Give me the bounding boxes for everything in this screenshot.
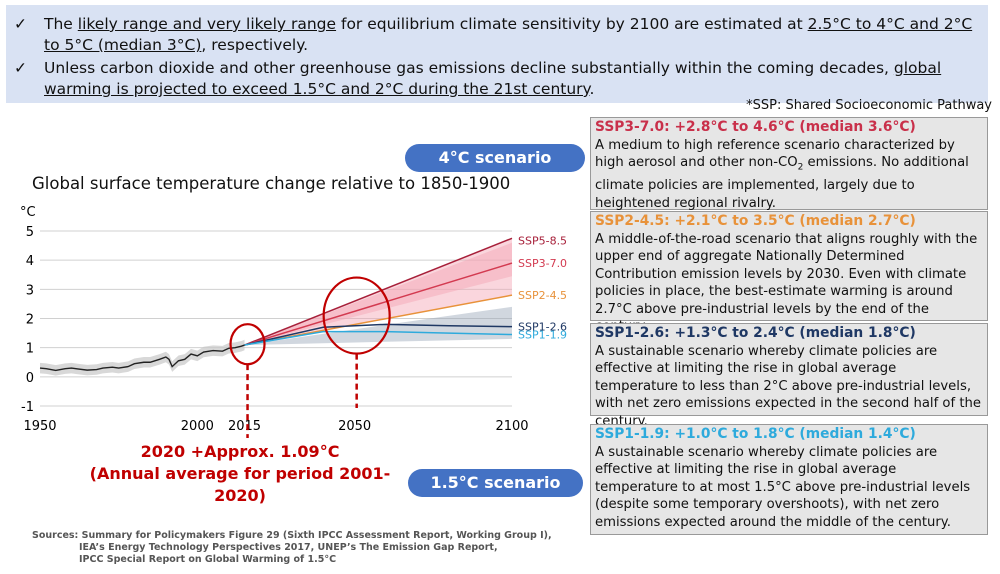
bullet-climate-sensitivity: ✓ The likely range and very likely range… (14, 14, 974, 56)
box-ssp3-7.0: SSP3-7.0: +2.8°C to 4.6°C (median 3.6°C)… (590, 117, 988, 211)
checkmark-icon: ✓ (14, 59, 27, 77)
annotation-line-1: 2020 +Approx. 1.09°C (140, 442, 340, 461)
historical-line (39, 344, 245, 372)
temperature-chart: °C -1 0 1 2 3 4 5 1950 2000 2015 2050 2100 SSP5-8.5 SS… (20, 205, 567, 438)
box-ssp1-1.9: SSP1-1.9: +1.0°C to 1.8°C (median 1.4°C)… (590, 424, 988, 535)
box-heading: SSP2-4.5: +2.1°C to 3.5°C (median 2.7°C) (595, 213, 916, 229)
sources-line: Sources: Summary for Policymakers Figure… (32, 530, 552, 541)
bullet-text: The (44, 15, 78, 33)
bullet-text: , respectively. (201, 36, 309, 54)
x-tick-label: 2050 (338, 419, 371, 434)
series-label: SSP3-7.0 (518, 257, 567, 270)
bullet-highlight: likely range and very likely range (77, 15, 337, 33)
bullet-highlight: 2.5°C to 4°C and 2°C to 5°C (median 3°C) (44, 15, 973, 54)
x-tick-label: 2000 (181, 419, 214, 434)
y-tick-label: 1 (26, 342, 34, 357)
sources-line: IPCC Special Report on Global Warming of… (79, 554, 337, 565)
checkmark-icon: ✓ (14, 15, 27, 33)
box-ssp1-2.6: SSP1-2.6: +1.3°C to 2.4°C (median 1.8°C)… (590, 323, 988, 429)
y-tick-label: 0 (26, 371, 34, 386)
series-label: SSP5-8.5 (518, 234, 567, 247)
box-heading: SSP1-1.9: +1.0°C to 1.8°C (median 1.4°C) (595, 426, 916, 442)
bullet-text: . (589, 80, 595, 98)
box-body: A middle-of-the-road scenario that align… (595, 231, 978, 335)
ssp-footnote: *SSP: Shared Socioeconomic Pathway (746, 98, 992, 113)
series-line-ssp3-7.0 (244, 262, 513, 346)
x-tick-label: 2100 (495, 419, 528, 434)
band-ssp3-7.0 (244, 242, 513, 346)
annotation-line-2: (Annual average for period 2001-2020) (89, 464, 391, 505)
box-body: A sustainable scenario whereby climate p… (595, 444, 971, 530)
chart-title: Global surface temperature change relati… (32, 174, 511, 193)
box-heading: SSP3-7.0: +2.8°C to 4.6°C (median 3.6°C) (595, 119, 916, 135)
box-body: A medium to high reference scenario char… (595, 137, 969, 211)
box-heading: SSP1-2.6: +1.3°C to 2.4°C (median 1.8°C) (595, 325, 916, 341)
summary-banner: ✓ The likely range and very likely range… (6, 5, 988, 103)
box-ssp2-4.5: SSP2-4.5: +2.1°C to 3.5°C (median 2.7°C)… (590, 211, 988, 334)
series-line-ssp1-2.6 (244, 323, 513, 346)
bullet-highlight: global warming is projected to exceed 1.… (44, 59, 942, 98)
y-tick-label: 3 (26, 283, 34, 298)
bullet-text: for equilibrium climate sensitivity by 2… (336, 15, 808, 33)
sources-note: Sources: Summary for Policymakers Figure… (32, 530, 552, 566)
y-tick-label: 5 (26, 225, 34, 240)
y-tick-label: 2 (26, 313, 34, 328)
annotation-2020: 2020 +Approx. 1.09°C (Annual average for… (80, 441, 400, 507)
y-tick-label: 4 (26, 254, 34, 269)
sources-line: IEA’s Energy Technology Perspectives 201… (79, 542, 498, 553)
x-tick-label: 1950 (23, 419, 56, 434)
scenario-15c-label: 1.5°C scenario (408, 469, 583, 497)
series-label: SSP2-4.5 (518, 289, 567, 302)
series-label: SSP1-1.9 (518, 329, 567, 342)
series-label: SSP1-2.6 (518, 321, 567, 334)
series-line-ssp5-8.5 (244, 237, 513, 346)
bullet-global-warming: ✓ Unless carbon dioxide and other greenh… (14, 58, 974, 100)
y-tick-label: -1 (21, 400, 34, 415)
scenario-4c-label: 4°C scenario (405, 144, 585, 172)
x-tick-label: 2015 (228, 419, 261, 434)
y-axis-unit: °C (20, 205, 36, 220)
bullet-text: Unless carbon dioxide and other greenhou… (44, 59, 894, 77)
box-body: A sustainable scenario whereby climate p… (595, 343, 981, 429)
historical-band (40, 339, 245, 376)
